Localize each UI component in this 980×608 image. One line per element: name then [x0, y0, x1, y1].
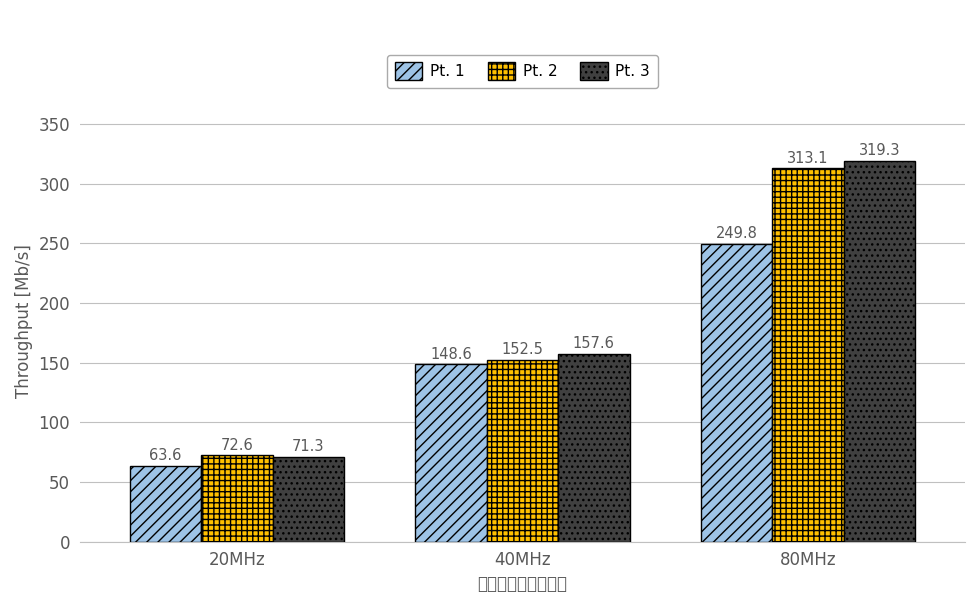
Text: 313.1: 313.1	[787, 151, 829, 165]
Bar	[844, 161, 915, 542]
Bar	[559, 354, 629, 542]
Text: 249.8: 249.8	[715, 226, 758, 241]
Text: 157.6: 157.6	[573, 336, 614, 351]
X-axis label: ボンディング帯域幅: ボンディング帯域幅	[477, 575, 567, 593]
Text: 71.3: 71.3	[292, 439, 324, 454]
Y-axis label: Throughput [Mb/s]: Throughput [Mb/s]	[15, 244, 33, 398]
Bar	[272, 457, 344, 542]
Text: 319.3: 319.3	[858, 143, 900, 158]
Bar	[701, 244, 772, 542]
Legend: Pt. 1, Pt. 2, Pt. 3: Pt. 1, Pt. 2, Pt. 3	[387, 55, 658, 88]
Bar	[487, 360, 559, 542]
Bar	[416, 364, 487, 542]
Bar	[772, 168, 844, 542]
Text: 148.6: 148.6	[430, 347, 472, 362]
Text: 152.5: 152.5	[502, 342, 543, 358]
Bar	[201, 455, 272, 542]
Text: 63.6: 63.6	[149, 449, 181, 463]
Text: 72.6: 72.6	[220, 438, 253, 453]
Bar	[130, 466, 201, 542]
